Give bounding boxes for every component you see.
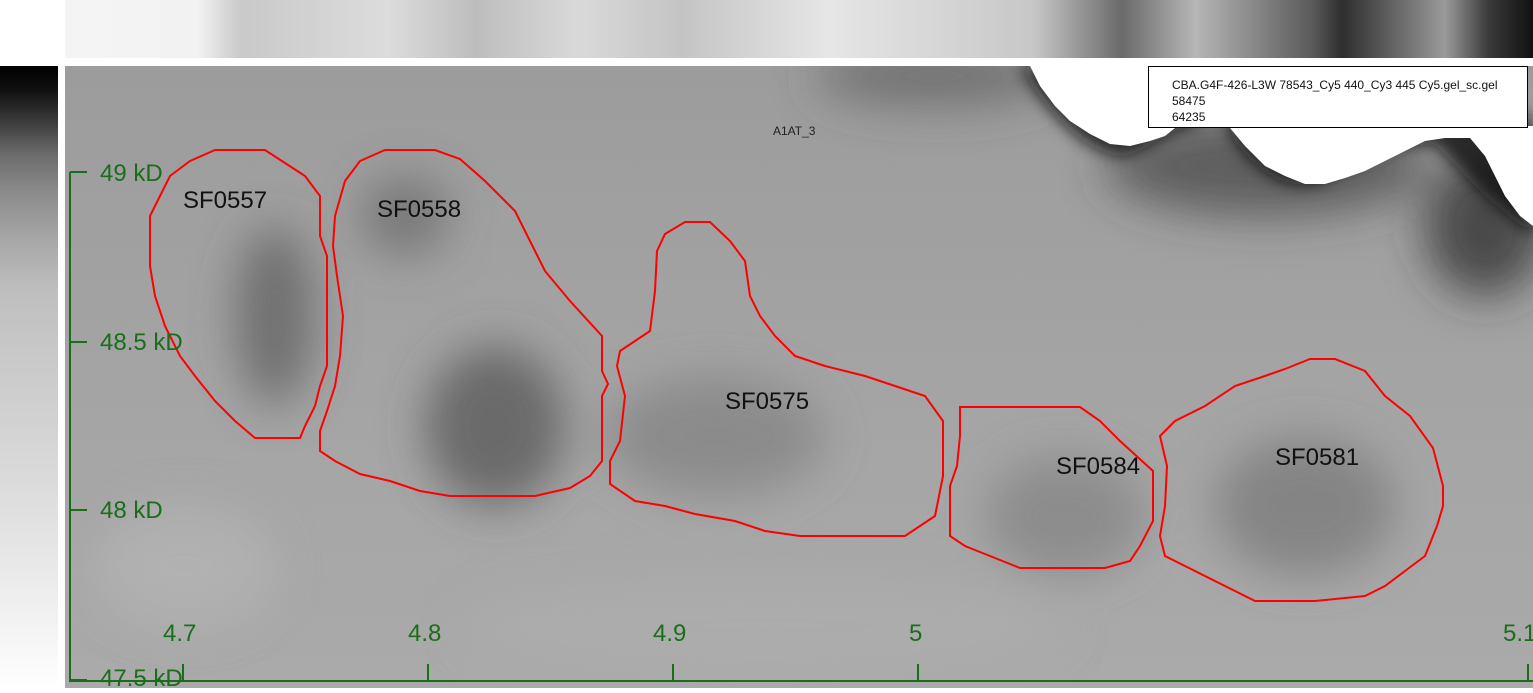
spot-label-sf0558[interactable]: SF0558 [377, 196, 462, 223]
y-tick-label: 49 kD [100, 160, 163, 187]
spot-label-sf0575[interactable]: SF0575 [725, 388, 810, 415]
x-tick-label: 4.9 [653, 620, 687, 647]
x-tick-label: 4.8 [408, 620, 442, 647]
gel-title: A1AT_3 [773, 124, 816, 138]
spot-label-sf0584[interactable]: SF0584 [1056, 453, 1141, 480]
info-value-1: 58475 [1172, 94, 1206, 108]
spot-outline-sf0581 [1158, 358, 1444, 602]
y-tick-label: 48 kD [100, 497, 163, 524]
info-value-2: 64235 [1172, 110, 1206, 124]
spot-outline-sf0575 [609, 221, 944, 537]
x-tick-label: 5 [909, 620, 923, 647]
spot-outline-sf0558 [319, 149, 610, 497]
gel-shading [95, 66, 1533, 676]
gel-image[interactable] [65, 66, 1533, 688]
x-tick-label: 5.1 [1503, 620, 1533, 647]
info-filename: CBA.G4F-426-L3W 78543_Cy5 440_Cy3 445 Cy… [1172, 78, 1498, 92]
spot-outlines [149, 149, 1444, 602]
x-tick-label: 4.7 [163, 620, 197, 647]
spot-outline-sf0584 [949, 406, 1154, 569]
axes [69, 171, 1533, 682]
y-tick-label: 48.5 kD [100, 329, 183, 356]
spot-label-sf0581[interactable]: SF0581 [1275, 444, 1360, 471]
top-intensity-strip [65, 0, 1533, 58]
spot-outline-sf0557 [149, 149, 328, 439]
left-intensity-strip [0, 66, 58, 688]
y-tick-label: 47.5 kD [100, 665, 183, 692]
info-box: CBA.G4F-426-L3W 78543_Cy5 440_Cy3 445 Cy… [1148, 66, 1528, 128]
spot-label-sf0557[interactable]: SF0557 [183, 187, 268, 214]
